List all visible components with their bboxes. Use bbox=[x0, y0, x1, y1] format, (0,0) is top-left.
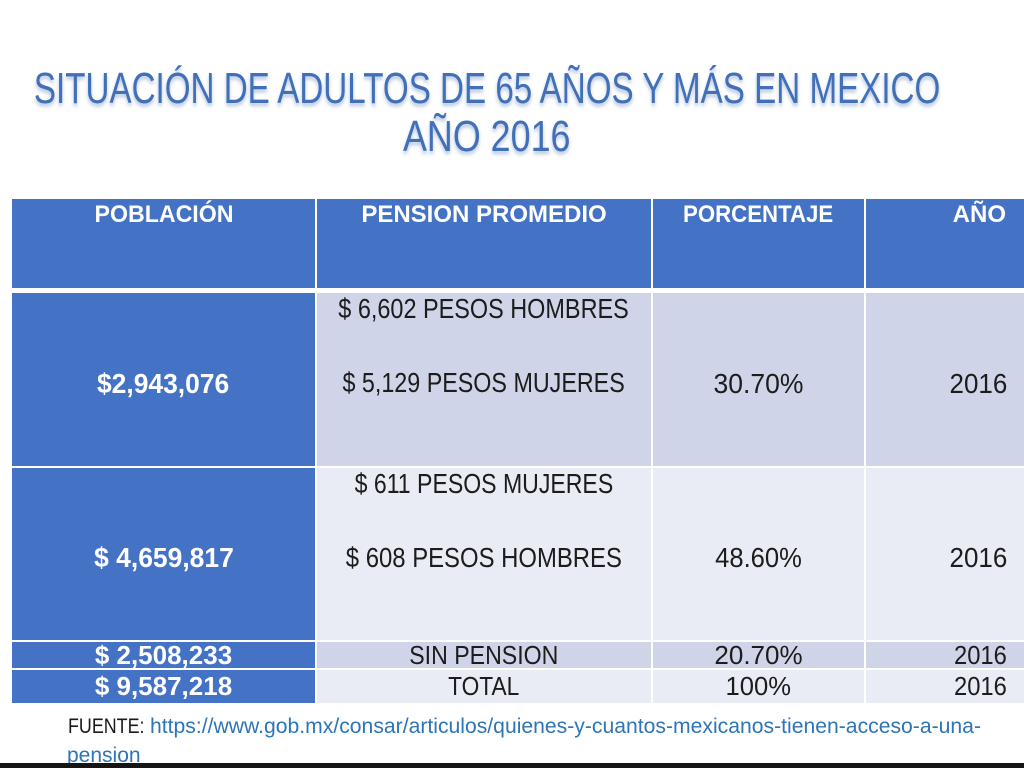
row3-pension: SIN PENSION bbox=[317, 640, 651, 670]
row2-pension-line2: $ 608 PESOS HOMBRES bbox=[345, 542, 623, 573]
bottom-bar bbox=[0, 763, 1024, 768]
source-label: FUENTE: bbox=[68, 715, 145, 738]
table-body: $2,943,076 $ 6,602 PESOS HOMBRES $ 5,129… bbox=[12, 293, 1024, 703]
header-ano: AÑO bbox=[866, 199, 1024, 288]
row3-ano: 2016 bbox=[866, 640, 1024, 670]
row1-ano: 2016 bbox=[866, 293, 1024, 466]
row1-porcentaje: 30.70% bbox=[653, 293, 864, 466]
row4-poblacion: $ 9,587,218 bbox=[12, 670, 315, 703]
row1-poblacion: $2,943,076 bbox=[12, 293, 315, 466]
row1-pension-line2: $ 5,129 PESOS MUJERES bbox=[342, 367, 626, 398]
source-link-line1[interactable]: https://www.gob.mx/consar/articulos/quie… bbox=[150, 715, 981, 738]
row1-pension: $ 6,602 PESOS HOMBRES $ 5,129 PESOS MUJE… bbox=[317, 293, 651, 466]
row2-pension-line1: $ 611 PESOS MUJERES bbox=[354, 468, 614, 499]
header-pension-promedio: PENSION PROMEDIO bbox=[317, 199, 651, 288]
row3-porcentaje: 20.70% bbox=[653, 640, 864, 670]
row3-poblacion: $ 2,508,233 bbox=[12, 640, 315, 670]
header-poblacion: POBLACIÓN bbox=[12, 199, 315, 288]
slide-title-line1: SITUACIÓN DE ADULTOS DE 65 AÑOS Y MÁS EN… bbox=[33, 64, 941, 113]
header-porcentaje: PORCENTAJE bbox=[653, 199, 864, 288]
source-link-line2[interactable]: pension bbox=[67, 744, 141, 767]
row2-ano: 2016 bbox=[866, 468, 1024, 640]
row4-pension: TOTAL bbox=[317, 670, 651, 703]
row2-porcentaje: 48.60% bbox=[653, 468, 864, 640]
slide-title: SITUACIÓN DE ADULTOS DE 65 AÑOS Y MÁS EN… bbox=[0, 65, 974, 161]
row2-pension: $ 611 PESOS MUJERES $ 608 PESOS HOMBRES bbox=[317, 468, 651, 640]
table-header-row: POBLACIÓN PENSION PROMEDIO PORCENTAJE AÑ… bbox=[12, 199, 1024, 288]
row1-pension-line1: $ 6,602 PESOS HOMBRES bbox=[338, 293, 630, 324]
slide-title-line2: AÑO 2016 bbox=[403, 112, 571, 161]
row4-porcentaje: 100% bbox=[653, 670, 864, 703]
row2-poblacion: $ 4,659,817 bbox=[12, 468, 315, 640]
row4-ano: 2016 bbox=[866, 670, 1024, 703]
